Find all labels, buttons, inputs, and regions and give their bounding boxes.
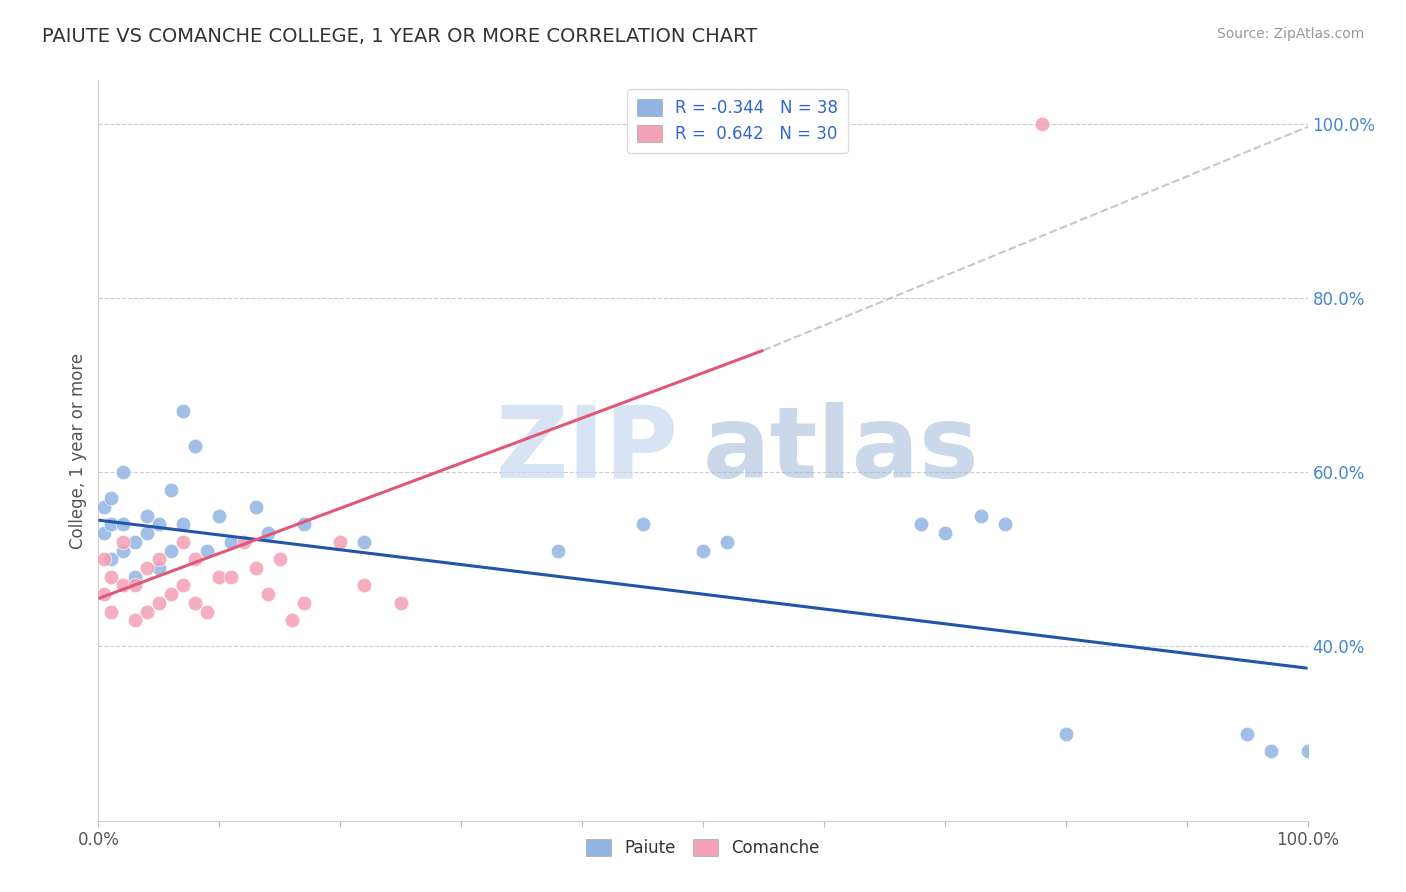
Point (221, 570, 243, 584)
Text: PAIUTE VS COMANCHE COLLEGE, 1 YEAR OR MORE CORRELATION CHART: PAIUTE VS COMANCHE COLLEGE, 1 YEAR OR MO… (42, 27, 758, 45)
Point (100, 491, 122, 506)
Point (124, 613, 146, 627)
Point (111, 465, 134, 479)
Point (281, 613, 304, 627)
Point (221, 535, 243, 549)
Point (100, 605, 122, 619)
Point (245, 561, 267, 575)
Y-axis label: College, 1 year or more: College, 1 year or more (69, 352, 87, 549)
Point (135, 526, 157, 541)
Point (135, 561, 157, 575)
Point (994, 517, 1017, 532)
Point (716, 535, 738, 549)
Point (245, 500, 267, 514)
Point (100, 570, 122, 584)
Point (160, 587, 183, 601)
Point (1260, 744, 1282, 758)
Point (692, 543, 714, 558)
Point (353, 535, 375, 549)
Point (172, 578, 194, 592)
Point (148, 552, 170, 566)
Point (111, 535, 134, 549)
Point (1236, 726, 1258, 740)
Point (93, 552, 115, 566)
Point (195, 543, 218, 558)
Point (232, 535, 254, 549)
Point (124, 535, 146, 549)
Point (93, 500, 115, 514)
Point (93, 587, 115, 601)
Point (148, 596, 170, 610)
Point (329, 535, 352, 549)
Point (111, 517, 134, 532)
Point (148, 561, 170, 575)
Text: Source: ZipAtlas.com: Source: ZipAtlas.com (1216, 27, 1364, 41)
Point (1031, 117, 1053, 131)
Point (100, 517, 122, 532)
Point (256, 587, 278, 601)
Point (124, 578, 146, 592)
Point (93, 526, 115, 541)
Point (910, 517, 932, 532)
Point (135, 605, 157, 619)
Point (631, 517, 654, 532)
Point (292, 596, 315, 610)
Point (195, 605, 218, 619)
Point (172, 535, 194, 549)
Point (970, 508, 993, 523)
Point (100, 552, 122, 566)
Point (184, 439, 207, 453)
Point (184, 596, 207, 610)
Point (172, 404, 194, 418)
Text: atlas: atlas (703, 402, 980, 499)
Point (172, 517, 194, 532)
Point (1296, 744, 1319, 758)
Point (269, 552, 291, 566)
Point (1054, 726, 1077, 740)
Point (256, 526, 278, 541)
Point (148, 517, 170, 532)
Point (111, 578, 134, 592)
Text: ZIP: ZIP (496, 402, 679, 499)
Point (184, 552, 207, 566)
Point (124, 570, 146, 584)
Point (208, 570, 231, 584)
Point (111, 543, 134, 558)
Point (292, 517, 315, 532)
Legend: Paiute, Comanche: Paiute, Comanche (579, 832, 827, 864)
Point (547, 543, 569, 558)
Point (934, 526, 956, 541)
Point (135, 508, 157, 523)
Point (160, 483, 183, 497)
Point (208, 508, 231, 523)
Point (353, 578, 375, 592)
Point (160, 543, 183, 558)
Point (389, 596, 412, 610)
